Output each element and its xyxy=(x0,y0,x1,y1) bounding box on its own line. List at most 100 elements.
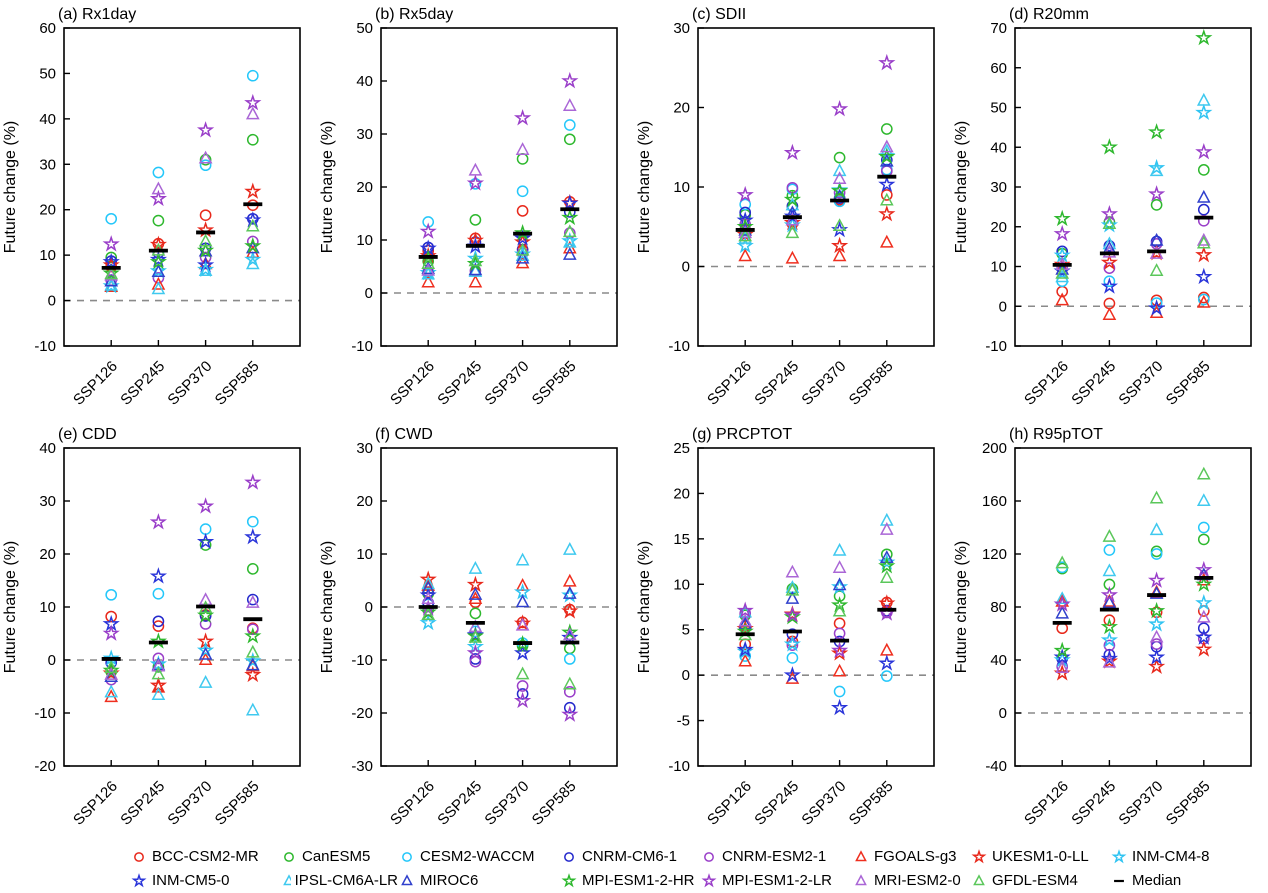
legend-label: BCC-CSM2-MR xyxy=(152,847,259,865)
CNRM-ESM2-1-point xyxy=(246,623,259,636)
legend-label: CNRM-CM6-1 xyxy=(582,847,677,865)
GFDL-ESM4-point xyxy=(151,666,166,680)
INM-CM5-0-point xyxy=(561,194,579,211)
legend-item-median: Median xyxy=(1110,868,1222,892)
GFDL-ESM4-point xyxy=(1196,466,1211,480)
FGOALS-g3-point xyxy=(738,653,753,667)
CNRM-CM6-1-legend-marker xyxy=(564,852,574,862)
MPI-ESM1-2-HR-point xyxy=(1147,601,1166,619)
y-tick-label: 30 xyxy=(990,179,1007,196)
CNRM-CM6-1-point xyxy=(516,688,529,700)
y-tick-label: 40 xyxy=(990,139,1007,156)
INM-CM5-0-point xyxy=(1053,648,1071,665)
GFDL-ESM4-point xyxy=(738,228,753,242)
MPI-ESM1-2-HR-point xyxy=(196,606,215,623)
INM-CM5-0-point xyxy=(561,628,579,646)
CanESM5-point xyxy=(563,642,576,655)
legend-item-inm-cm4-8: INM-CM4-8 xyxy=(1110,844,1222,868)
CESM2-WACCM-point xyxy=(152,587,165,600)
IPSL-CM6A-LR-point xyxy=(245,256,260,270)
x-tick-label: SSP245 xyxy=(117,778,168,829)
y-tick-label: 160 xyxy=(982,493,1007,510)
MRI-ESM2-0-point xyxy=(832,171,847,185)
x-tick-label: SSP585 xyxy=(529,358,580,409)
y-tick-label: 0 xyxy=(999,298,1007,315)
MPI-ESM1-2-LR-point xyxy=(561,705,579,722)
y-tick-label: -10 xyxy=(985,338,1007,355)
y-tick-label: -5 xyxy=(677,713,690,730)
MPI-ESM1-2-HR-point xyxy=(1053,641,1071,659)
MPI-ESM1-2-LR-point xyxy=(102,624,120,641)
MRI-ESM2-0-point xyxy=(879,522,894,535)
panel-a-rx1day: -10 0 10 20 30 40 50 60 SSP126 SSP245 SSP370 SSP585… xyxy=(0,0,317,420)
GFDL-ESM4-point xyxy=(468,253,483,267)
UKESM1-0-LL-point xyxy=(1147,657,1166,674)
MRI-ESM2-0-point xyxy=(738,613,753,627)
plot-box xyxy=(697,27,935,347)
CESM2-WACCM-point xyxy=(1197,521,1210,534)
panel-title: (e) CDD xyxy=(58,426,117,443)
CanESM5-point xyxy=(1197,164,1210,176)
circle-marker-icon xyxy=(134,852,144,862)
INM-CM4-8-point xyxy=(149,261,168,279)
panel-e-cdd: -20 -10 0 10 20 30 40 SSP126 SSP245 SSP370 SSP585 (… xyxy=(0,420,317,840)
UKESM1-0-LL-point xyxy=(244,665,262,683)
y-tick-label: -10 xyxy=(351,652,373,669)
FGOALS-g3-point xyxy=(879,234,894,248)
IPSL-CM6A-LR-point xyxy=(562,542,577,555)
MPI-ESM1-2-HR-point xyxy=(149,252,168,270)
CESM2-WACCM-point xyxy=(1103,544,1116,556)
x-tick-label: SSP585 xyxy=(846,358,897,409)
y-tick-label: 10 xyxy=(673,179,690,196)
legend-label: MRI-ESM2-0 xyxy=(874,871,961,889)
MIROC6-point xyxy=(1196,189,1211,203)
MPI-ESM1-2-HR-point xyxy=(244,236,262,254)
y-tick-label: -10 xyxy=(668,338,690,355)
INM-CM5-0-point xyxy=(878,175,896,192)
MPI-ESM1-2-HR-point xyxy=(878,557,896,574)
IPSL-CM6A-LR-point xyxy=(1149,163,1164,177)
CNRM-ESM2-1-point xyxy=(563,685,576,698)
y-tick-label: 30 xyxy=(39,156,56,173)
CNRM-CM6-1-point xyxy=(1197,203,1210,216)
MRI-ESM2-0-point xyxy=(1196,609,1211,623)
y-tick-label: -30 xyxy=(351,758,373,775)
y-axis-label: Future change (%) xyxy=(636,121,653,254)
CESM2-WACCM-point xyxy=(105,212,118,225)
GFDL-ESM4-point xyxy=(562,676,577,690)
INM-CM5-0-point xyxy=(513,644,532,661)
x-tick-label: SSP585 xyxy=(212,358,263,409)
MIROC6-point xyxy=(785,591,800,604)
plot-box xyxy=(1014,447,1252,767)
IPSL-CM6A-LR-point xyxy=(515,552,530,566)
x-tick-label: SSP370 xyxy=(1115,778,1166,829)
GFDL-ESM4-point xyxy=(421,256,436,269)
FGOALS-g3-point xyxy=(832,248,847,262)
y-tick-label: 50 xyxy=(990,100,1007,117)
BCC-CSM2-MR-point xyxy=(105,610,118,623)
CNRM-CM6-1-point xyxy=(739,206,752,219)
MIROC6-point xyxy=(879,550,894,563)
MIROC6-point xyxy=(151,264,166,278)
MPI-ESM1-2-HR-point xyxy=(830,181,849,199)
IPSL-CM6A-LR-point xyxy=(1149,522,1164,536)
circle-marker-icon xyxy=(284,852,294,862)
x-tick-label: SSP370 xyxy=(1115,358,1166,409)
x-tick-label: SSP245 xyxy=(751,358,802,409)
legend-item-cnrm-esm2-1: CNRM-ESM2-1 xyxy=(700,844,852,868)
CESM2-WACCM-point xyxy=(1150,548,1163,560)
x-tick-label: SSP585 xyxy=(529,778,580,829)
y-axis-label: Future change (%) xyxy=(636,541,653,674)
GFDL-ESM4-point xyxy=(1102,529,1117,542)
FGOALS-g3-point xyxy=(738,248,753,262)
CESM2-WACCM-point xyxy=(199,159,212,172)
CESM2-WACCM-point xyxy=(199,523,212,535)
x-tick-label: SSP126 xyxy=(387,358,438,409)
MPI-ESM1-2-HR-point xyxy=(196,241,215,258)
INM-CM4-8-point xyxy=(1195,103,1213,121)
panel-title: (g) PRCPTOT xyxy=(692,426,792,443)
y-tick-label: 10 xyxy=(356,546,373,563)
legend-label: Median xyxy=(1132,871,1182,889)
INM-CM4-8-point xyxy=(561,231,579,249)
